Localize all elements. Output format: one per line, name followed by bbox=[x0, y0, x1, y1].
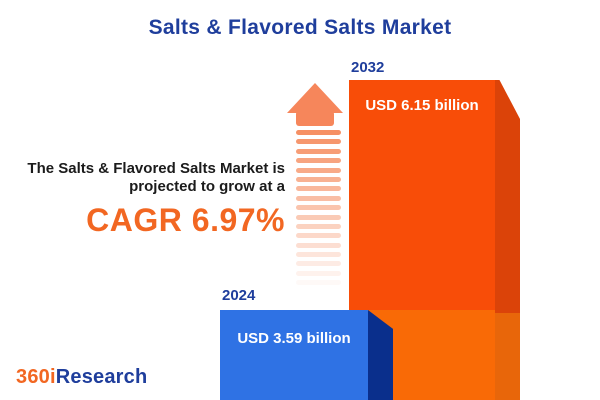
logo-360i: 360i bbox=[16, 366, 56, 388]
bar-2032-year-label: 2032 bbox=[351, 59, 385, 76]
page-title: Salts & Flavored Salts Market bbox=[148, 16, 452, 39]
logo-research: Research bbox=[55, 366, 148, 388]
growth-annotation: The Salts & Flavored Salts Market is pro… bbox=[10, 160, 285, 237]
arrow-stripes bbox=[296, 130, 341, 290]
arrow-head bbox=[287, 83, 343, 113]
annotation-line2: projected to grow at a bbox=[129, 178, 285, 195]
arrow-neck bbox=[296, 111, 334, 126]
bar-2032-value-label: USD 6.15 billion bbox=[365, 97, 479, 114]
annotation-line1: The Salts & Flavored Salts Market is bbox=[27, 160, 285, 177]
cagr-value: CAGR 6.97% bbox=[86, 202, 285, 238]
bar-2024-year-label: 2024 bbox=[222, 287, 256, 304]
bar-2024: USD 3.59 billion bbox=[220, 310, 368, 400]
company-logo: 360iResearch bbox=[16, 366, 147, 389]
bar-2032-3d-side bbox=[495, 80, 520, 400]
growth-up-arrow-icon bbox=[287, 83, 343, 295]
bar-2024-value-label: USD 3.59 billion bbox=[237, 330, 351, 347]
